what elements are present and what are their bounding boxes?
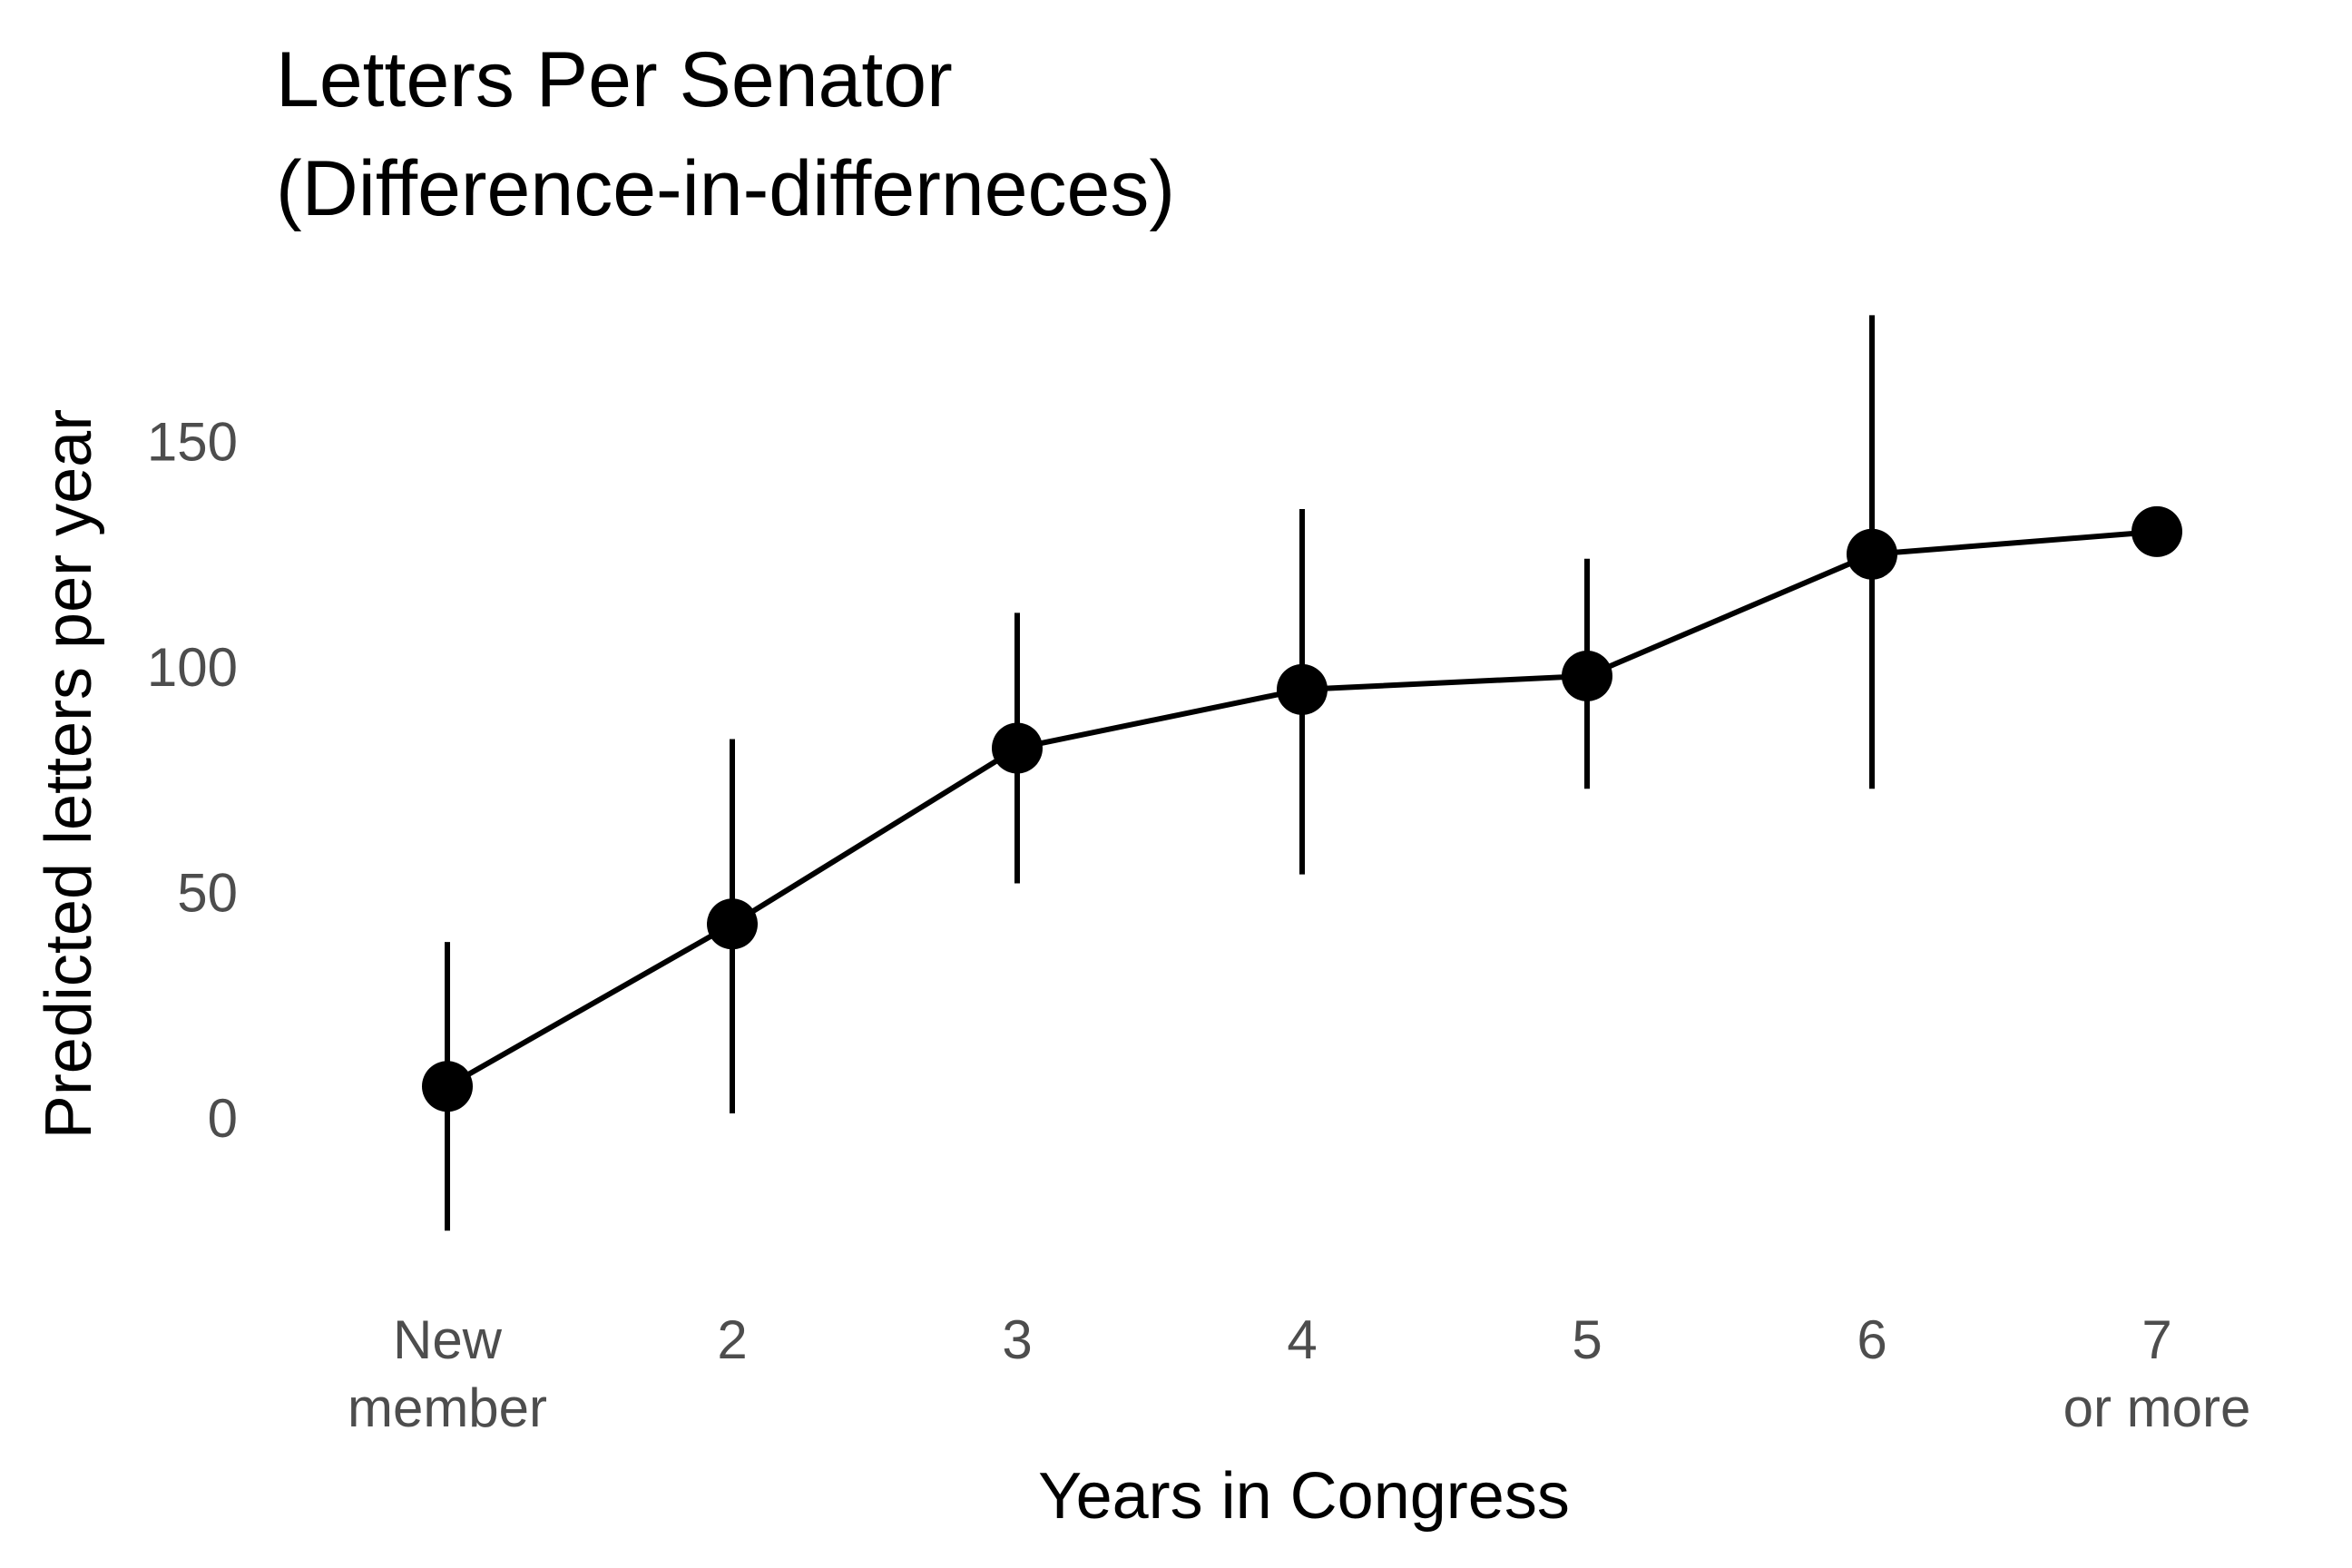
x-tick-label: 4	[1287, 1309, 1317, 1370]
data-points	[422, 505, 2182, 1112]
data-point	[1562, 650, 1612, 701]
data-point	[1277, 663, 1328, 715]
chart-title-line-1: Letters Per Senator	[276, 36, 953, 123]
y-tick-label: 50	[177, 863, 238, 924]
x-tick-labels: New member 2 3 4 5 6 7 or more	[348, 1309, 2250, 1438]
x-tick-label: 2	[717, 1309, 747, 1370]
x-tick-label: New	[393, 1309, 503, 1370]
x-tick-label: 7	[2141, 1309, 2171, 1370]
x-tick-label: 5	[1572, 1309, 1602, 1370]
y-axis-title: Predicted letters per year	[33, 409, 105, 1139]
x-tick-label: or more	[2063, 1377, 2251, 1438]
data-point	[2132, 505, 2182, 557]
chart-title-line-2: (Difference-in-differneces)	[276, 145, 1175, 232]
y-tick-labels: 0 50 100 150	[147, 412, 238, 1150]
y-tick-label: 100	[147, 637, 238, 698]
data-point	[1847, 528, 1897, 580]
y-tick-label: 0	[208, 1088, 238, 1149]
data-point	[992, 722, 1043, 774]
x-axis-title: Years in Congress	[1038, 1460, 1570, 1533]
y-tick-label: 150	[147, 412, 238, 473]
x-tick-label: member	[348, 1377, 547, 1438]
x-tick-label: 6	[1857, 1309, 1886, 1370]
error-bars	[445, 315, 1875, 1231]
data-point	[707, 898, 758, 950]
x-tick-label: 3	[1002, 1309, 1032, 1370]
data-point	[422, 1061, 473, 1112]
